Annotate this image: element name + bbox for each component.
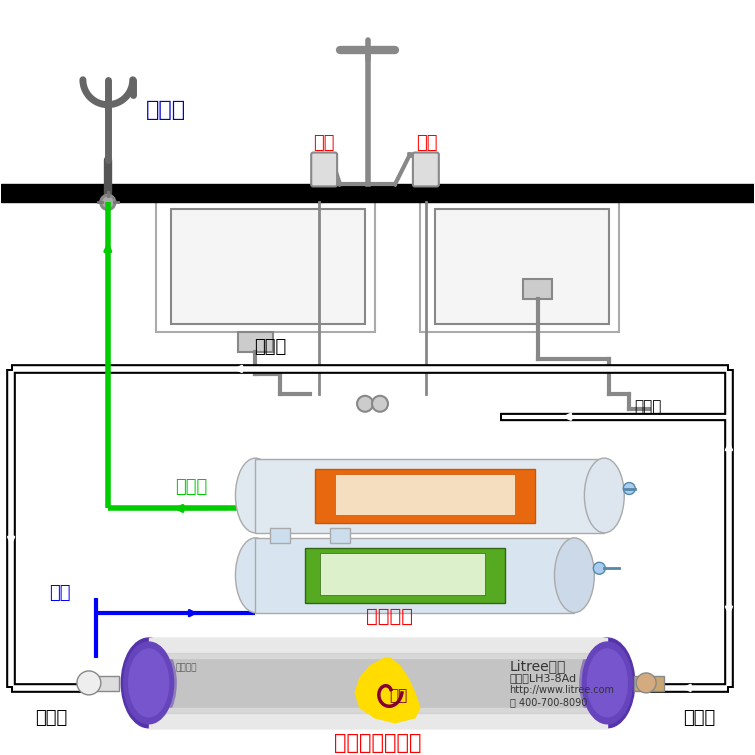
Bar	[149, 653, 607, 713]
Circle shape	[623, 482, 635, 495]
Text: 立升净水: 立升净水	[176, 664, 197, 673]
Text: 立升伴侣: 立升伴侣	[366, 606, 414, 626]
Text: 冷水: 冷水	[416, 134, 438, 152]
Bar	[320, 553, 485, 595]
Text: Litree立升: Litree立升	[510, 659, 566, 673]
Bar	[255, 458, 604, 533]
Text: 直通水: 直通水	[683, 709, 715, 727]
Ellipse shape	[587, 649, 627, 716]
Text: http://www.litree.com: http://www.litree.com	[510, 685, 615, 695]
Circle shape	[593, 562, 606, 575]
Bar	[89, 676, 119, 691]
Text: 直饮水: 直饮水	[176, 479, 208, 497]
Circle shape	[103, 197, 112, 208]
Bar	[149, 638, 607, 728]
Bar	[330, 528, 350, 544]
Text: 查 400-700-8090: 查 400-700-8090	[510, 697, 587, 707]
Bar	[149, 708, 607, 728]
Bar	[634, 676, 664, 691]
Polygon shape	[355, 658, 420, 723]
Circle shape	[77, 671, 101, 695]
Bar	[522, 279, 553, 299]
Bar	[156, 202, 375, 332]
Bar	[315, 469, 535, 523]
Ellipse shape	[236, 538, 276, 612]
Text: 自来水: 自来水	[254, 338, 286, 356]
FancyBboxPatch shape	[413, 153, 439, 186]
Bar	[435, 209, 609, 324]
Text: 卫士: 卫士	[389, 689, 407, 704]
Ellipse shape	[236, 458, 276, 533]
Bar	[305, 548, 504, 603]
Bar	[255, 538, 575, 613]
Bar	[2, 184, 753, 202]
Bar	[171, 209, 365, 324]
Bar	[239, 332, 273, 352]
Circle shape	[357, 396, 373, 411]
Bar	[335, 473, 515, 516]
Circle shape	[100, 194, 116, 211]
Text: 自来水: 自来水	[35, 709, 67, 727]
Text: 热水: 热水	[313, 134, 335, 152]
Ellipse shape	[122, 638, 176, 728]
Ellipse shape	[580, 638, 635, 728]
Text: 排污管: 排污管	[634, 399, 661, 414]
Circle shape	[636, 673, 656, 693]
FancyBboxPatch shape	[311, 153, 337, 186]
Circle shape	[372, 396, 388, 411]
Text: 净水: 净水	[49, 584, 70, 602]
Ellipse shape	[554, 538, 594, 612]
Bar	[270, 528, 290, 544]
Ellipse shape	[124, 642, 174, 724]
Ellipse shape	[582, 642, 632, 724]
Ellipse shape	[129, 649, 168, 716]
Bar	[420, 202, 619, 332]
Text: 型号：LH3-8Ad: 型号：LH3-8Ad	[510, 673, 577, 683]
Text: 直饮水: 直饮水	[146, 100, 186, 119]
Ellipse shape	[584, 458, 624, 533]
Bar	[149, 638, 607, 658]
Text: 立升净水器主机: 立升净水器主机	[334, 733, 422, 753]
